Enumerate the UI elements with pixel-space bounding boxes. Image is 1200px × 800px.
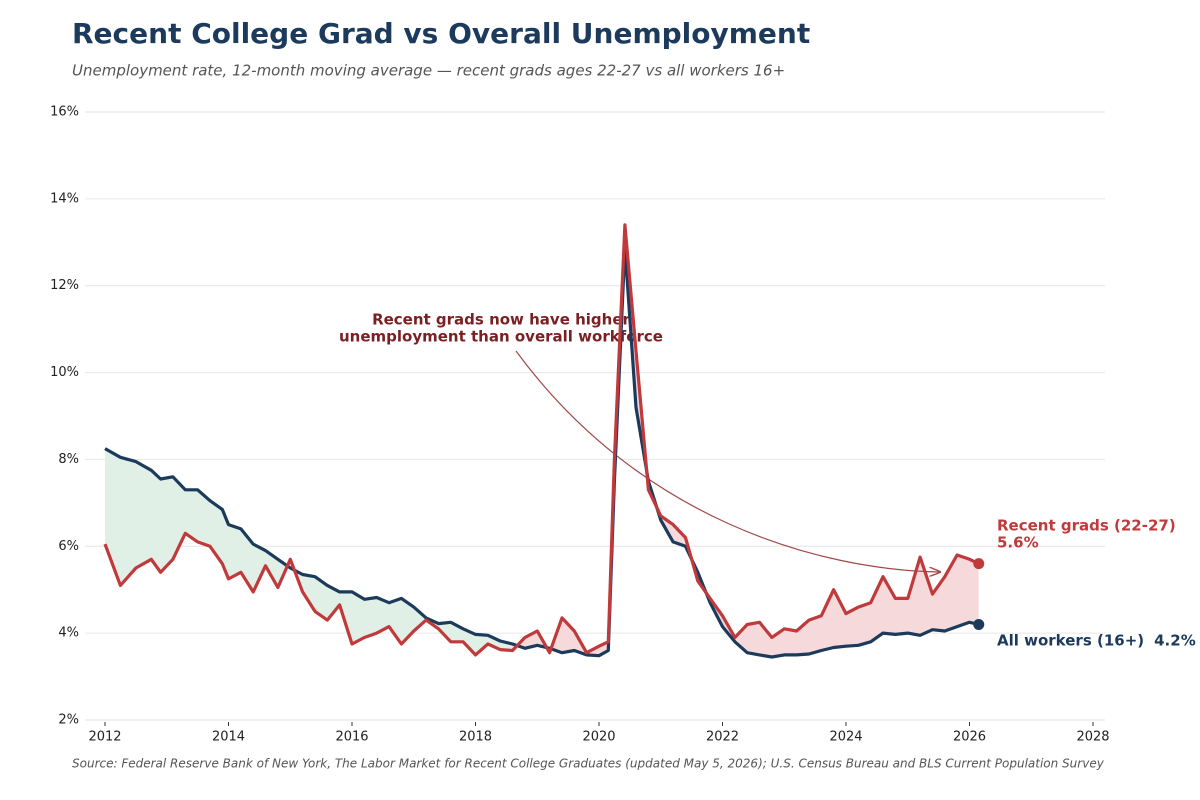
y-tick-label: 14% (50, 191, 79, 206)
x-tick-label: 2014 (212, 730, 245, 745)
y-tick-label: 2% (58, 713, 79, 728)
x-tick-label: 2022 (706, 730, 739, 745)
end-dot (973, 618, 985, 630)
series-line (103, 223, 980, 657)
legend-label: Recent grads (22-27) (997, 517, 1176, 535)
x-tick-label: 2018 (459, 730, 492, 745)
annotation: Recent grads now have higher (372, 311, 630, 329)
annotation-arrow (515, 350, 940, 572)
x-tick-label: 2028 (1076, 730, 1109, 745)
end-label: 5.6% (997, 534, 1039, 552)
end-label: 4.2% (1154, 632, 1196, 650)
legend-label: All workers (16+) (997, 632, 1144, 650)
annotation: unemployment than overall workforce (339, 328, 663, 346)
y-tick-label: 4% (58, 626, 79, 641)
source: Source: Federal Reserve Bank of New York… (72, 757, 1105, 771)
y-tick-label: 6% (58, 539, 79, 554)
x-tick-label: 2012 (88, 730, 121, 745)
gap-fill-green (105, 246, 979, 655)
series-line (104, 245, 980, 659)
x-tick-label: 2020 (582, 730, 615, 745)
y-tick-label: 16% (50, 105, 79, 120)
x-tick-label: 2026 (953, 730, 986, 745)
gap-fill-red (105, 224, 979, 657)
end-dot (973, 558, 985, 570)
y-tick-label: 8% (58, 452, 79, 467)
y-tick-label: 12% (50, 278, 79, 293)
fills (105, 224, 979, 657)
x-tick-label: 2024 (829, 730, 862, 745)
y-tick-label: 10% (50, 365, 79, 380)
subtitle: Unemployment rate, 12-month moving avera… (72, 62, 785, 80)
chart-title: Recent College Grad vs Overall Unemploym… (72, 17, 810, 50)
x-tick-label: 2016 (335, 730, 368, 745)
